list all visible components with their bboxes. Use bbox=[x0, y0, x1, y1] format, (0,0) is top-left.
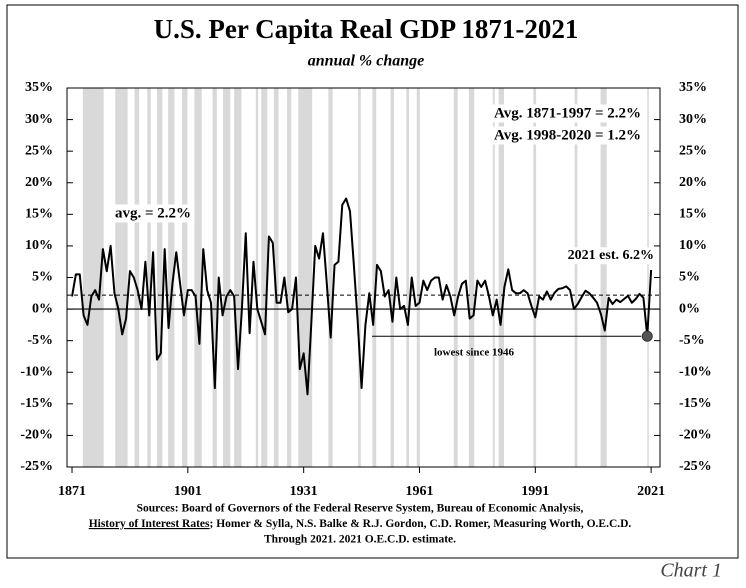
annotation: lowest since 1946 bbox=[434, 347, 515, 359]
annotation-background bbox=[564, 247, 657, 265]
shaded-period bbox=[255, 88, 259, 467]
x-tick-label: 1901 bbox=[174, 484, 202, 499]
x-tick-label: 1991 bbox=[521, 484, 549, 499]
sources-line: History of Interest Rates; Homer & Sylla… bbox=[89, 518, 632, 530]
shaded-period bbox=[498, 88, 505, 467]
x-tick-label: 1931 bbox=[290, 484, 318, 499]
y-tick-label: 10% bbox=[25, 238, 53, 253]
y2-tick-label: -15% bbox=[679, 396, 712, 411]
shaded-period bbox=[287, 88, 292, 467]
annotation-background bbox=[490, 104, 644, 123]
chart-label: Chart 1 bbox=[660, 560, 722, 582]
y-tick-label: -20% bbox=[20, 428, 53, 443]
annotation: Avg. 1998-2020 = 1.2% bbox=[494, 127, 641, 143]
y-tick-label: 25% bbox=[25, 143, 53, 158]
y2-tick-label: -10% bbox=[679, 364, 712, 379]
y2-tick-label: 10% bbox=[679, 238, 707, 253]
y-tick-label: 0% bbox=[32, 301, 53, 316]
shaded-period bbox=[358, 88, 361, 467]
low-point bbox=[641, 330, 653, 342]
y2-tick-label: 0% bbox=[679, 301, 700, 316]
y2-tick-label: 15% bbox=[679, 207, 707, 222]
y-tick-label: 15% bbox=[25, 207, 53, 222]
sources-text: ; Homer & Sylla, N.S. Balke & R.J. Gordo… bbox=[210, 518, 632, 530]
y-tick-label: -15% bbox=[20, 396, 53, 411]
shaded-period bbox=[156, 88, 163, 467]
y2-tick-label: -25% bbox=[679, 459, 712, 474]
shaded-period bbox=[222, 88, 231, 467]
shaded-period bbox=[328, 88, 333, 467]
shaded-period bbox=[234, 88, 242, 467]
shaded-period bbox=[372, 88, 377, 467]
annotation: Avg. 1871-1997 = 2.2% bbox=[494, 105, 641, 121]
chart-title: U.S. Per Capita Real GDP 1871-2021 bbox=[154, 14, 579, 44]
y-tick-label: 5% bbox=[32, 270, 53, 285]
shaded-period bbox=[574, 88, 578, 467]
x-tick-label: 1961 bbox=[405, 484, 433, 499]
shaded-period bbox=[298, 88, 313, 467]
shaded-period bbox=[492, 88, 495, 467]
y2-tick-label: 5% bbox=[679, 270, 700, 285]
annotation-background bbox=[490, 126, 644, 145]
shaded-period bbox=[115, 88, 128, 467]
shaded-period bbox=[406, 88, 410, 467]
shaded-period bbox=[194, 88, 202, 467]
shaded-period bbox=[212, 88, 217, 467]
x-tick-label: 1871 bbox=[58, 484, 86, 499]
y-tick-label: 20% bbox=[25, 175, 53, 190]
y2-tick-label: -5% bbox=[679, 333, 705, 348]
sources-line: Through 2021. 2021 O.E.C.D. estimate. bbox=[264, 534, 456, 546]
y-tick-label: 35% bbox=[25, 80, 53, 95]
shaded-period bbox=[147, 88, 151, 467]
sources-line: Sources: Board of Governors of the Feder… bbox=[137, 503, 584, 515]
shaded-period bbox=[134, 88, 140, 467]
annotation: 2021 est. 6.2% bbox=[568, 248, 654, 263]
y2-tick-label: 35% bbox=[679, 80, 707, 95]
shaded-period bbox=[182, 88, 188, 467]
y-tick-label: -10% bbox=[20, 364, 53, 379]
shaded-period bbox=[468, 88, 475, 467]
y2-tick-label: -20% bbox=[679, 428, 712, 443]
shaded-period bbox=[416, 88, 420, 467]
chart-subtitle: annual % change bbox=[308, 53, 424, 70]
shaded-period bbox=[82, 88, 104, 467]
y-tick-label: -25% bbox=[20, 459, 53, 474]
annotation-background bbox=[112, 204, 195, 223]
y-tick-label: 30% bbox=[25, 112, 53, 127]
annotation: avg. = 2.2% bbox=[115, 205, 191, 221]
shaded-period bbox=[273, 88, 279, 467]
x-tick-label: 2021 bbox=[637, 484, 665, 499]
y-tick-label: -5% bbox=[27, 333, 53, 348]
shaded-period bbox=[390, 88, 394, 467]
shaded-period bbox=[647, 88, 649, 467]
y2-tick-label: 25% bbox=[679, 143, 707, 158]
shaded-period bbox=[533, 88, 537, 467]
shaded-period bbox=[453, 88, 458, 467]
shaded-period bbox=[168, 88, 175, 467]
shaded-period bbox=[261, 88, 268, 467]
shaded-period bbox=[600, 88, 607, 467]
y2-tick-label: 30% bbox=[679, 112, 707, 127]
y2-tick-label: 20% bbox=[679, 175, 707, 190]
data-line bbox=[71, 197, 653, 396]
sources-book: History of Interest Rates bbox=[89, 518, 210, 530]
